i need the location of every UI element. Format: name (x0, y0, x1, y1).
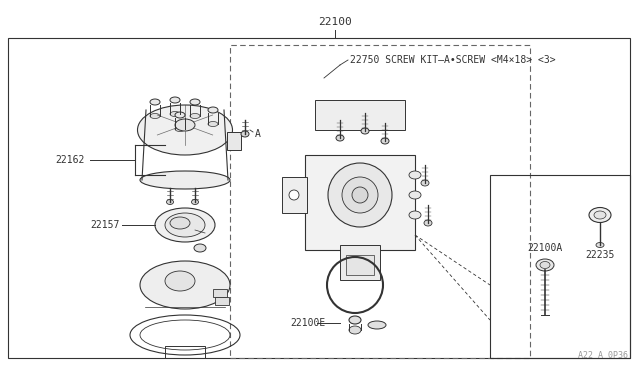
Ellipse shape (165, 271, 195, 291)
Ellipse shape (175, 112, 185, 118)
Ellipse shape (170, 217, 190, 229)
Bar (305, 155, 415, 250)
Circle shape (352, 187, 368, 203)
Ellipse shape (165, 213, 205, 237)
Ellipse shape (150, 99, 160, 105)
Text: 22100E: 22100E (290, 318, 325, 328)
Ellipse shape (536, 259, 554, 271)
Bar (282, 177, 307, 213)
Bar (227, 132, 241, 150)
Bar (215, 297, 229, 305)
Ellipse shape (140, 261, 230, 309)
Ellipse shape (191, 199, 198, 205)
Ellipse shape (596, 243, 604, 247)
Ellipse shape (170, 112, 180, 116)
Ellipse shape (421, 180, 429, 186)
Bar (315, 100, 405, 130)
Ellipse shape (409, 211, 421, 219)
Ellipse shape (336, 135, 344, 141)
Ellipse shape (368, 321, 386, 329)
Ellipse shape (540, 262, 550, 269)
Ellipse shape (361, 128, 369, 134)
Bar (346, 255, 374, 275)
Ellipse shape (194, 244, 206, 252)
Text: 22100A: 22100A (527, 243, 563, 253)
Ellipse shape (150, 113, 160, 119)
Ellipse shape (190, 113, 200, 119)
Bar (213, 289, 227, 297)
Ellipse shape (155, 208, 215, 242)
Ellipse shape (175, 119, 195, 131)
Text: 22100: 22100 (318, 17, 352, 27)
Ellipse shape (208, 122, 218, 126)
Bar (165, 346, 205, 358)
Ellipse shape (594, 211, 606, 219)
Ellipse shape (140, 171, 230, 189)
Ellipse shape (424, 220, 432, 226)
Ellipse shape (175, 126, 185, 131)
Ellipse shape (138, 105, 232, 155)
Ellipse shape (381, 138, 389, 144)
Text: 22157: 22157 (91, 220, 120, 230)
Text: A: A (255, 129, 261, 139)
Text: A22 A 0P36: A22 A 0P36 (578, 351, 628, 360)
Text: 22750 SCREW KIT—A•SCREW <M4×18> <3>: 22750 SCREW KIT—A•SCREW <M4×18> <3> (350, 55, 556, 65)
Ellipse shape (241, 131, 249, 137)
Ellipse shape (170, 97, 180, 103)
Circle shape (289, 190, 299, 200)
Ellipse shape (409, 171, 421, 179)
Circle shape (328, 163, 392, 227)
Ellipse shape (589, 208, 611, 222)
Bar (8, 38, 630, 358)
Ellipse shape (208, 107, 218, 113)
Circle shape (342, 177, 378, 213)
Bar (340, 245, 380, 280)
Ellipse shape (166, 199, 173, 205)
Text: 22235: 22235 (586, 250, 614, 260)
Text: 22162: 22162 (55, 155, 84, 165)
Bar (490, 175, 630, 358)
Bar (230, 45, 530, 358)
Ellipse shape (190, 99, 200, 105)
Ellipse shape (349, 316, 361, 324)
Ellipse shape (349, 326, 361, 334)
Ellipse shape (409, 191, 421, 199)
